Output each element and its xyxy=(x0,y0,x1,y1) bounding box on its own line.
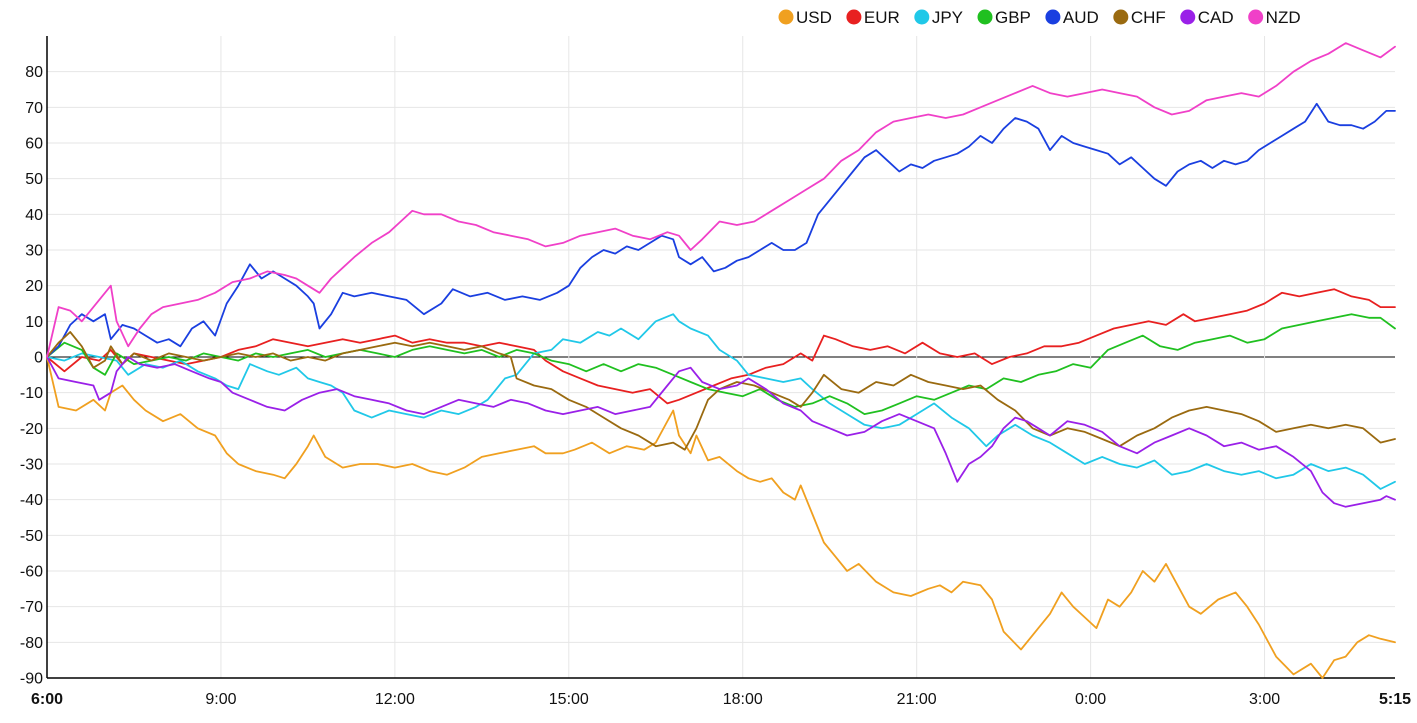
legend-swatch xyxy=(1248,9,1264,25)
legend-item-chf[interactable]: CHF xyxy=(1113,8,1166,27)
legend-item-jpy[interactable]: JPY xyxy=(914,8,963,27)
series-lines xyxy=(46,42,1396,679)
x-tick-label: 21:00 xyxy=(897,691,937,708)
x-tick-label: 3:00 xyxy=(1249,691,1280,708)
y-tick-label: 50 xyxy=(25,171,43,188)
legend-item-cad[interactable]: CAD xyxy=(1180,8,1234,27)
legend-item-gbp[interactable]: GBP xyxy=(977,8,1031,27)
x-tick-label: 9:00 xyxy=(205,691,236,708)
legend-label: NZD xyxy=(1266,8,1301,27)
y-tick-label: 30 xyxy=(25,243,43,260)
series-line-aud xyxy=(46,102,1396,358)
legend-label: JPY xyxy=(932,8,963,27)
y-tick-label: 20 xyxy=(25,278,43,295)
legend-item-eur[interactable]: EUR xyxy=(846,8,900,27)
legend-swatch xyxy=(977,9,993,25)
legend-label: USD xyxy=(796,8,832,27)
y-tick-label: -80 xyxy=(20,635,43,652)
x-tick-label: 6:00 xyxy=(31,691,63,708)
y-tick-label: -40 xyxy=(20,492,43,509)
y-tick-label: -90 xyxy=(20,671,43,688)
legend-label: GBP xyxy=(995,8,1031,27)
y-tick-label: 70 xyxy=(25,100,43,117)
series-line-eur xyxy=(46,288,1396,405)
x-tick-label: 18:00 xyxy=(723,691,763,708)
legend-swatch xyxy=(914,9,930,25)
y-tick-label: -10 xyxy=(20,385,43,402)
legend[interactable]: USD EUR JPY GBP AUD CHF CAD NZD xyxy=(778,8,1301,27)
y-tick-label: 10 xyxy=(25,314,43,331)
x-tick-label: 0:00 xyxy=(1075,691,1106,708)
legend-label: EUR xyxy=(864,8,900,27)
legend-swatch xyxy=(1045,9,1061,25)
y-tick-label: 0 xyxy=(34,350,43,367)
x-tick-label: 5:15 xyxy=(1379,691,1411,708)
legend-swatch xyxy=(846,9,862,25)
series-line-jpy xyxy=(46,313,1396,490)
y-tick-label: -70 xyxy=(20,599,43,616)
x-tick-label: 12:00 xyxy=(375,691,415,708)
legend-item-aud[interactable]: AUD xyxy=(1045,8,1099,27)
x-tick-label: 15:00 xyxy=(549,691,589,708)
legend-label: CAD xyxy=(1198,8,1234,27)
legend-label: AUD xyxy=(1063,8,1099,27)
legend-swatch xyxy=(1180,9,1196,25)
series-line-usd xyxy=(46,356,1396,679)
series-line-nzd xyxy=(46,42,1396,358)
legend-item-usd[interactable]: USD xyxy=(778,8,832,27)
series-line-chf xyxy=(46,331,1396,451)
legend-swatch xyxy=(778,9,794,25)
y-tick-label: 80 xyxy=(25,64,43,81)
axes: 80 70 60 50 40 30 20 10 0 -10 -20 -30 -40 -50 -60 -70 -8… xyxy=(20,36,1411,708)
y-tick-label: -60 xyxy=(20,564,43,581)
legend-swatch xyxy=(1113,9,1129,25)
y-tick-label: -20 xyxy=(20,421,43,438)
y-tick-label: -30 xyxy=(20,457,43,474)
y-tick-label: 40 xyxy=(25,207,43,224)
legend-item-nzd[interactable]: NZD xyxy=(1248,8,1301,27)
y-tick-label: -50 xyxy=(20,528,43,545)
legend-label: CHF xyxy=(1131,8,1166,27)
y-tick-label: 60 xyxy=(25,136,43,153)
series-line-cad xyxy=(46,356,1396,508)
